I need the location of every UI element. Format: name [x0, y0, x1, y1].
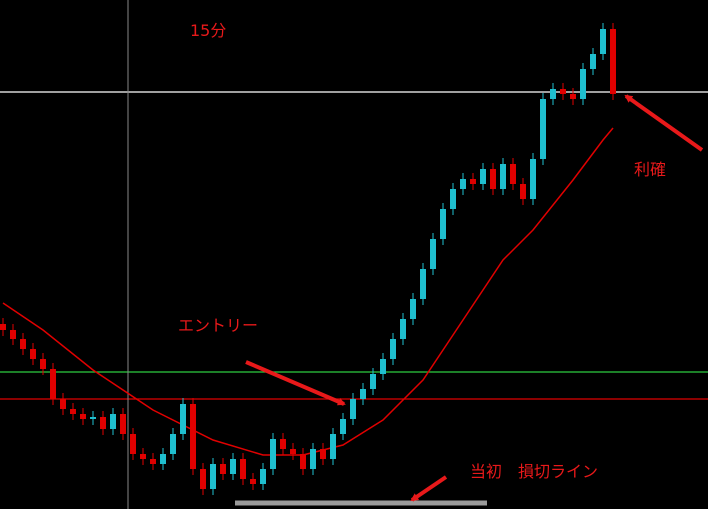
- candle-body: [550, 89, 556, 99]
- candle-body: [540, 99, 546, 159]
- candle-body: [460, 179, 466, 189]
- candle-body: [60, 399, 66, 409]
- stop-loss-arrow: [410, 475, 448, 502]
- candle-body: [530, 159, 536, 199]
- candle-body: [370, 374, 376, 389]
- candle-body: [270, 439, 276, 469]
- candle-body: [300, 454, 306, 469]
- candle-body: [500, 164, 506, 189]
- candle-body: [450, 189, 456, 209]
- candle-body: [230, 459, 236, 474]
- candle-body: [130, 434, 136, 454]
- candle-body: [240, 459, 246, 479]
- candle-body: [570, 94, 576, 99]
- candle-body: [510, 164, 516, 184]
- candle-body: [520, 184, 526, 199]
- candle-body: [390, 339, 396, 359]
- candle-body: [40, 359, 46, 369]
- candle-body: [380, 359, 386, 374]
- candle-body: [490, 169, 496, 189]
- candle-body: [290, 449, 296, 454]
- candle-body: [410, 299, 416, 319]
- candle-body: [20, 339, 26, 349]
- candle-body: [480, 169, 486, 184]
- candle-body: [470, 179, 476, 184]
- candle-body: [220, 464, 226, 474]
- candle-body: [250, 479, 256, 484]
- candle-body: [400, 319, 406, 339]
- candle-body: [160, 454, 166, 464]
- candle-body: [600, 29, 606, 54]
- candle-body: [30, 349, 36, 359]
- candle-body: [560, 89, 566, 94]
- candle-body: [260, 469, 266, 484]
- candle-body: [200, 469, 206, 489]
- candle-body: [590, 54, 596, 69]
- candle-body: [180, 404, 186, 434]
- candle-body: [90, 417, 96, 419]
- entry-label: エントリー: [178, 316, 258, 335]
- take-profit-arrow: [624, 94, 704, 152]
- candle-body: [210, 464, 216, 489]
- candle-body: [360, 389, 366, 399]
- candle-body: [190, 404, 196, 469]
- candle-body: [350, 399, 356, 419]
- moving-average: [2, 127, 614, 456]
- candle-body: [100, 417, 106, 429]
- candle-body: [280, 439, 286, 449]
- candle-body: [340, 419, 346, 434]
- candle-body: [50, 369, 56, 399]
- candle-body: [80, 414, 86, 419]
- candle-body: [320, 449, 326, 459]
- stop-loss-label: 当初 損切ライン: [470, 462, 598, 481]
- candle-body: [610, 29, 616, 94]
- candle-body: [10, 330, 16, 339]
- candle-body: [150, 459, 156, 464]
- candle-body: [430, 239, 436, 269]
- take-profit-label: 利確: [634, 160, 666, 179]
- candle-body: [170, 434, 176, 454]
- timeframe-label: 15分: [190, 21, 226, 40]
- candle-body: [310, 449, 316, 469]
- candle-body: [330, 434, 336, 459]
- candle-body: [580, 69, 586, 99]
- candle-body: [420, 269, 426, 299]
- candle-body: [70, 409, 76, 414]
- candle-body: [440, 209, 446, 239]
- candle-body: [0, 324, 6, 330]
- entry-arrow: [245, 360, 346, 406]
- candle-body: [120, 414, 126, 434]
- candle-body: [140, 454, 146, 459]
- candle-body: [110, 414, 116, 429]
